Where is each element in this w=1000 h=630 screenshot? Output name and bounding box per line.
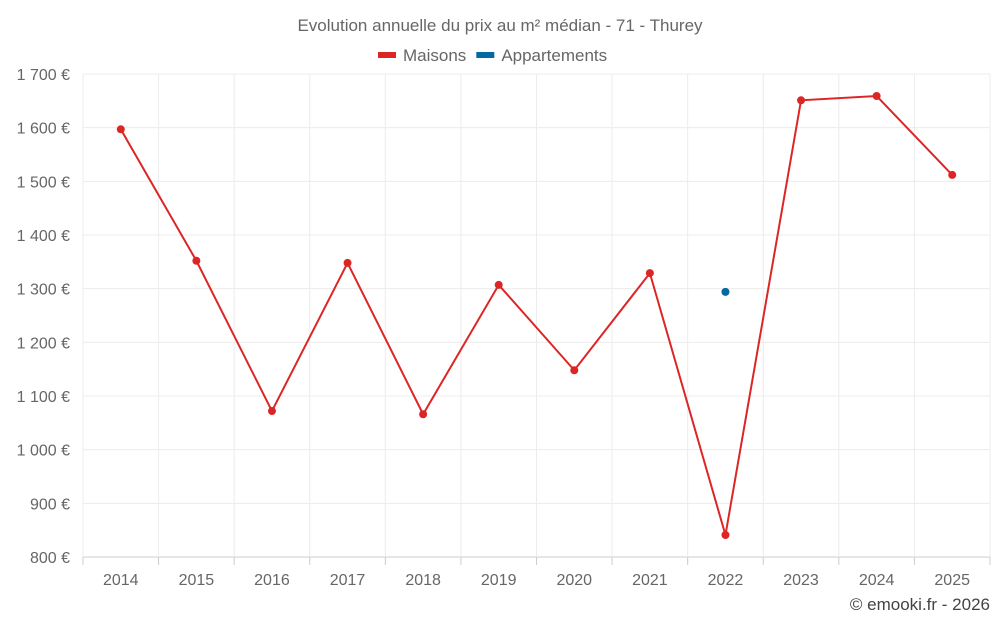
grid — [82, 73, 991, 558]
y-tick-label: 1 500 € — [17, 174, 70, 191]
x-tick-label: 2015 — [179, 572, 215, 589]
y-tick-label: 1 700 € — [17, 67, 70, 84]
x-tick-label: 2024 — [859, 572, 895, 589]
series-line-maisons — [119, 94, 953, 536]
y-tick-label: 1 400 € — [17, 228, 70, 245]
data-point-maisons — [797, 96, 806, 105]
legend-swatch-appartements — [476, 52, 495, 58]
y-tick-label: 1 600 € — [17, 121, 70, 138]
data-point-maisons — [343, 258, 352, 267]
data-point-maisons — [948, 170, 957, 179]
x-tick-label: 2017 — [330, 572, 366, 589]
legend-label-appartements: Appartements — [501, 46, 607, 65]
data-point-appartements — [721, 287, 730, 296]
data-point-maisons — [494, 280, 503, 289]
data-point-maisons — [419, 410, 428, 419]
x-tick-label: 2014 — [103, 572, 139, 589]
y-tick-label: 900 € — [30, 496, 70, 513]
chart-title: Evolution annuelle du prix au m² médian … — [297, 16, 703, 35]
y-tick-label: 1 100 € — [17, 389, 70, 406]
y-tick-label: 800 € — [30, 550, 70, 567]
y-axis: 800 € 900 € 1 000 € 1 100 € 1 200 € 1 300 € 1 … — [17, 67, 70, 567]
y-tick-label: 1 300 € — [17, 282, 70, 299]
x-tick-label: 2016 — [254, 572, 290, 589]
x-axis: 2014 2015 2016 2017 2018 2019 2020 2021 2022 2023… — [82, 557, 991, 589]
y-tick-label: 1 200 € — [17, 335, 70, 352]
x-tick-label: 2018 — [405, 572, 441, 589]
data-point-maisons — [872, 92, 881, 101]
x-tick-label: 2022 — [708, 572, 744, 589]
data-point-maisons — [267, 407, 276, 416]
credit-text: © emooki.fr - 2026 — [850, 595, 990, 614]
data-point-maisons — [645, 269, 654, 278]
x-tick-label: 2023 — [783, 572, 819, 589]
data-point-maisons — [570, 366, 579, 375]
legend-swatch-maisons — [378, 52, 396, 58]
data-point-maisons — [116, 125, 125, 134]
data-point-maisons — [192, 256, 201, 265]
x-tick-label: 2019 — [481, 572, 517, 589]
legend-label-maisons: Maisons — [403, 46, 466, 65]
y-tick-label: 1 000 € — [17, 443, 70, 460]
data-point-maisons — [721, 530, 730, 539]
x-tick-label: 2025 — [934, 572, 970, 589]
x-tick-label: 2020 — [556, 572, 592, 589]
series — [116, 92, 957, 539]
x-tick-label: 2021 — [632, 572, 668, 589]
legend: Maisons Appartements — [378, 46, 607, 65]
